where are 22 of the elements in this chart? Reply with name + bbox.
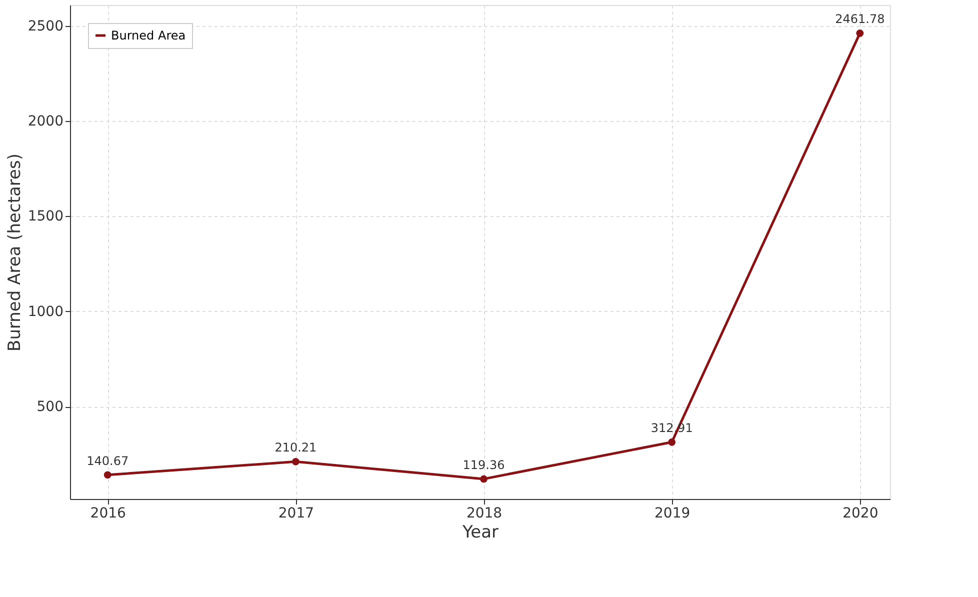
- y-tick-label: 2000: [28, 114, 64, 130]
- legend-label: Burned Area: [111, 28, 186, 42]
- y-tick-label: 500: [36, 399, 64, 416]
- data-label: 140.67: [86, 454, 129, 468]
- y-tick-label: 1000: [28, 304, 64, 320]
- point: [856, 30, 864, 37]
- y-tick-label: 1500: [28, 208, 64, 225]
- x-tick-label: 2016: [90, 506, 126, 522]
- data-label: 2461.78: [835, 12, 885, 26]
- point: [292, 458, 300, 466]
- data-label: 119.36: [462, 458, 505, 472]
- x-axis-title: Year: [462, 522, 499, 542]
- x-tick-label: 2020: [842, 506, 878, 522]
- y-tick-label: 2500: [28, 18, 64, 34]
- data-label: 210.21: [274, 440, 317, 455]
- x-tick-label: 2018: [466, 506, 502, 522]
- x-tick-label: 2017: [278, 506, 314, 522]
- x-tick-label: 2019: [654, 506, 690, 522]
- y-axis-title: Burned Area (hectares): [4, 154, 25, 352]
- point: [668, 438, 676, 446]
- point: [104, 471, 112, 479]
- point: [480, 475, 488, 483]
